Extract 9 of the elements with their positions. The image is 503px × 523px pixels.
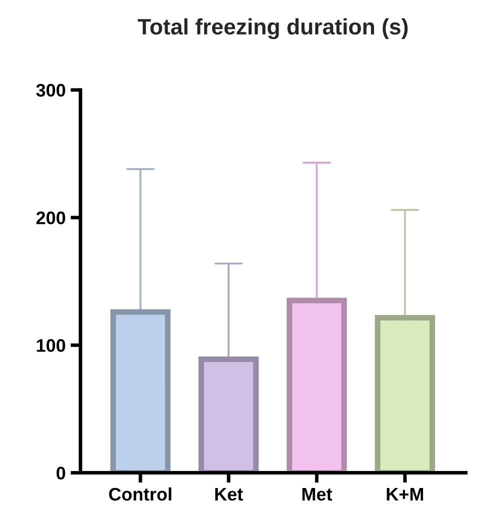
x-tick-label: Met xyxy=(302,488,332,501)
x-tick-label: K+M xyxy=(386,488,424,500)
x-tick-label: Ket xyxy=(215,488,243,501)
y-tick-label: 100 xyxy=(36,339,66,352)
chart-title: Total freezing duration (s) xyxy=(138,18,408,40)
y-tick-label: 200 xyxy=(36,212,66,224)
x-tick-label: Control xyxy=(109,487,172,501)
y-tick-label: 0 xyxy=(56,466,66,480)
y-tick-label: 300 xyxy=(36,84,66,97)
